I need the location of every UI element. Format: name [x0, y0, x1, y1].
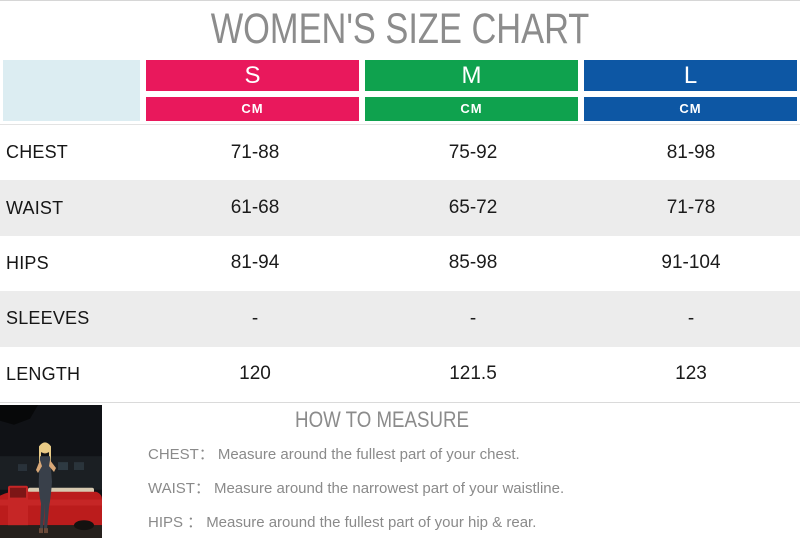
size-table-body: CHEST 71-88 75-92 81-98 WAIST 61-68 65-7…: [0, 124, 800, 403]
table-row-hips: HIPS 81-94 85-98 91-104: [0, 235, 800, 292]
page-title: WOMEN'S SIZE CHART: [210, 5, 590, 53]
chest-s-value: 71-88: [230, 141, 280, 163]
how-to-measure-section: HOW TO MEASURE CHEST： Measure around the …: [0, 403, 800, 538]
size-m-unit: CM: [365, 97, 578, 121]
size-column-l: L CM: [584, 60, 797, 121]
instruction-label: HIPS ：: [148, 513, 203, 531]
hips-s-value: 81-94: [230, 252, 280, 274]
size-m-header: M: [365, 60, 578, 91]
header-spacer-cell: [3, 60, 140, 121]
instruction-label: CHEST：: [148, 445, 214, 463]
hips-m-value: 85-98: [448, 252, 498, 274]
how-to-measure-heading: HOW TO MEASURE: [295, 406, 469, 432]
waist-s-value: 61-68: [230, 197, 280, 219]
instruction-waist: WAIST： Measure around the narrowest part …: [148, 478, 564, 512]
length-l-value: 123: [675, 363, 707, 385]
instruction-text: Measure around the narrowest part of you…: [213, 479, 565, 497]
instruction-label: WAIST：: [148, 479, 210, 497]
table-row-chest: CHEST 71-88 75-92 81-98: [0, 125, 800, 181]
row-label: HIPS: [6, 252, 49, 273]
model-photo: [0, 404, 102, 538]
waist-m-value: 65-72: [448, 197, 498, 219]
instruction-text: Measure around the fullest part of your …: [206, 513, 537, 531]
chest-m-value: 75-92: [448, 141, 498, 163]
instruction-text: Measure around the fullest part of your …: [217, 445, 520, 463]
size-s-unit: CM: [146, 97, 359, 121]
waist-l-value: 71-78: [666, 197, 716, 219]
row-label: WAIST: [6, 197, 64, 218]
length-s-value: 120: [239, 363, 271, 385]
table-row-waist: WAIST 61-68 65-72 71-78: [0, 180, 800, 236]
size-l-unit: CM: [584, 97, 797, 121]
row-label: CHEST: [6, 142, 69, 163]
chest-l-value: 81-98: [666, 141, 716, 163]
instruction-hips: HIPS ： Measure around the fullest part of…: [148, 512, 564, 538]
length-m-value: 121.5: [449, 363, 497, 385]
table-row-sleeves: SLEEVES - - -: [0, 291, 800, 347]
row-label: LENGTH: [6, 363, 81, 384]
size-column-s: S CM: [146, 60, 359, 121]
sleeves-l-value: -: [687, 307, 695, 329]
table-row-length: LENGTH 120 121.5 123: [0, 346, 800, 402]
size-header-row: S CM M CM L CM: [3, 60, 797, 121]
sleeves-m-value: -: [469, 307, 477, 329]
row-label: SLEEVES: [6, 308, 90, 329]
size-column-m: M CM: [365, 60, 578, 121]
instruction-chest: CHEST： Measure around the fullest part of…: [148, 444, 564, 478]
sleeves-s-value: -: [251, 307, 259, 329]
hips-l-value: 91-104: [661, 252, 721, 274]
measure-instructions: CHEST： Measure around the fullest part of…: [148, 444, 564, 538]
size-s-header: S: [146, 60, 359, 91]
size-l-header: L: [584, 60, 797, 91]
